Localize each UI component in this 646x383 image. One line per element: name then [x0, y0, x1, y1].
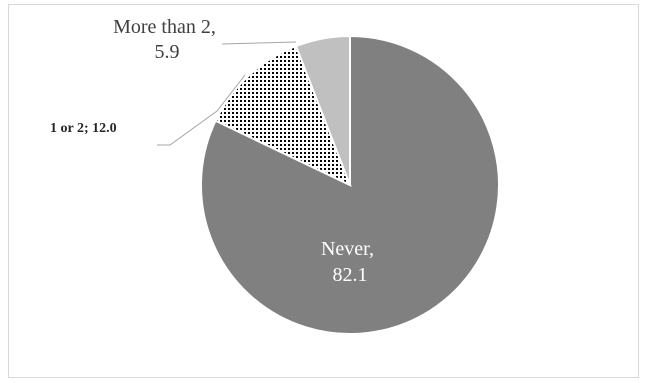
slice-label-more-than-2: More than 2, 5.9	[113, 16, 221, 63]
pie-slices	[200, 34, 500, 335]
pie-slice-1-or-2	[214, 44, 352, 187]
slice-label-1-or-2: 1 or 2; 12.0	[50, 121, 117, 136]
leader-line-1-or-2	[157, 74, 246, 146]
pie-slice-more-than-2	[294, 34, 351, 186]
slice-label-never: Never, 82.1	[321, 238, 379, 286]
leader-line-more-than-2	[221, 41, 297, 45]
leader-lines	[157, 41, 297, 146]
